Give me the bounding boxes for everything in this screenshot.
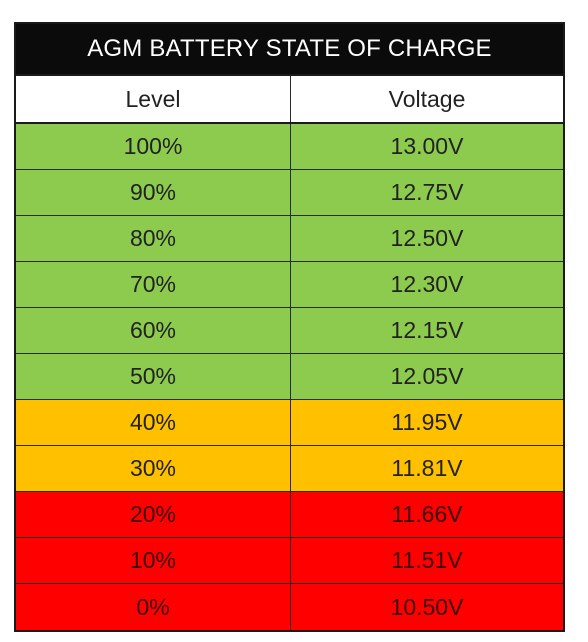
table-row: 100% 13.00V xyxy=(16,124,563,170)
battery-charge-table: AGM BATTERY STATE OF CHARGE Level Voltag… xyxy=(14,22,565,632)
level-cell: 100% xyxy=(16,124,291,169)
table-row: 40% 11.95V xyxy=(16,400,563,446)
table-header-row: Level Voltage xyxy=(16,76,563,124)
voltage-cell: 11.81V xyxy=(391,455,463,481)
level-cell: 30% xyxy=(16,446,291,491)
table-row: 80% 12.50V xyxy=(16,216,563,262)
table-row: 10% 11.51V xyxy=(16,538,563,584)
voltage-cell: 12.50V xyxy=(390,225,464,251)
table-row: 50% 12.05V xyxy=(16,354,563,400)
voltage-cell: 13.00V xyxy=(390,133,464,159)
table-row: 90% 12.75V xyxy=(16,170,563,216)
level-cell: 80% xyxy=(16,216,291,261)
level-cell: 70% xyxy=(16,262,291,307)
level-cell: 50% xyxy=(16,354,291,399)
voltage-cell: 12.75V xyxy=(390,179,464,205)
table-title: AGM BATTERY STATE OF CHARGE xyxy=(16,24,563,76)
column-header-level: Level xyxy=(16,76,291,122)
voltage-cell: 11.51V xyxy=(391,547,463,573)
table-row: 60% 12.15V xyxy=(16,308,563,354)
level-cell: 40% xyxy=(16,400,291,445)
table-row: 0% 10.50V xyxy=(16,584,563,630)
voltage-cell: 11.66V xyxy=(391,501,463,527)
level-cell: 0% xyxy=(16,584,291,630)
table-row: 30% 11.81V xyxy=(16,446,563,492)
voltage-cell: 12.30V xyxy=(390,271,464,297)
column-header-voltage: Voltage xyxy=(388,85,466,112)
level-cell: 10% xyxy=(16,538,291,583)
table-row: 20% 11.66V xyxy=(16,492,563,538)
voltage-cell: 12.05V xyxy=(390,363,464,389)
table-row: 70% 12.30V xyxy=(16,262,563,308)
level-cell: 20% xyxy=(16,492,291,537)
voltage-cell: 11.95V xyxy=(391,409,463,435)
voltage-cell: 12.15V xyxy=(390,317,464,343)
voltage-cell: 10.50V xyxy=(390,593,464,620)
level-cell: 90% xyxy=(16,170,291,215)
level-cell: 60% xyxy=(16,308,291,353)
